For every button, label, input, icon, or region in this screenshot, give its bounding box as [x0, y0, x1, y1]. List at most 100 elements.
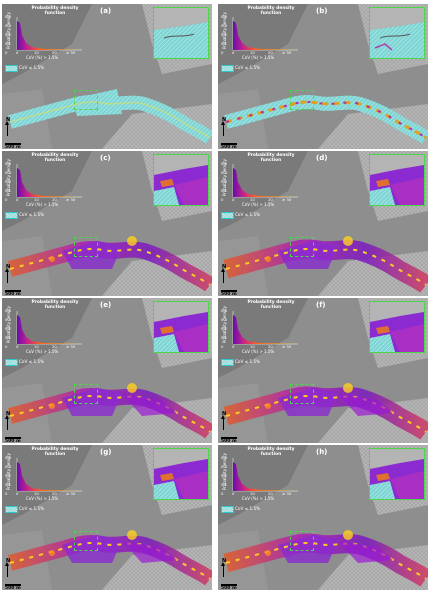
pdf-xtick: 0 — [232, 491, 235, 496]
map-panel: (g) Probability density function Probabili… — [2, 445, 212, 590]
pdf-xlabel: CoV (%) > 1.5% — [242, 496, 275, 501]
pdf-xtick: 10 — [34, 197, 39, 202]
pdf-xtick: ≥ 30 — [66, 344, 76, 349]
pdf-xtick: 10 — [250, 197, 255, 202]
scale-label: 500 m — [221, 292, 237, 296]
scale-label: 500 m — [5, 586, 21, 590]
pdf-xtick: 10 — [250, 491, 255, 496]
pdf-xtick: 10 — [34, 491, 39, 496]
pdf-curve — [232, 458, 298, 492]
zoom-region-marker — [74, 90, 98, 110]
pdf-xtick: ≥ 30 — [282, 491, 292, 496]
pdf-xtick: ≥ 30 — [282, 197, 292, 202]
map-panel: (f) Probability density function Probabili… — [218, 298, 428, 443]
north-label: N — [222, 411, 227, 417]
panel-label: (f) — [316, 301, 326, 309]
pdf-curve — [16, 311, 82, 345]
pdf-xtick: 0 — [16, 491, 19, 496]
pdf-title: Probability density function — [31, 447, 79, 457]
panel-label: (g) — [100, 448, 112, 456]
north-arrow-shaft — [7, 271, 8, 283]
pdf-ytick: 0.4 — [5, 455, 12, 460]
pdf-ytick: 0.1 — [5, 41, 12, 46]
legend-label: CoV ≤ 1.5% — [19, 505, 45, 511]
pdf-curve — [232, 311, 298, 345]
pdf-xtick: 10 — [250, 344, 255, 349]
pdf-ytick: 0.1 — [221, 188, 228, 193]
pdf-ytick: 0 — [5, 197, 8, 202]
north-arrow-icon — [5, 268, 9, 272]
hatch-swatch — [221, 359, 234, 366]
scale-label: 500 m — [221, 145, 237, 149]
pdf-xtick: 20 — [52, 344, 57, 349]
pdf-ytick: 0.3 — [5, 23, 12, 28]
pdf-ytick: 0.3 — [221, 464, 228, 469]
pdf-xtick: 0 — [16, 50, 19, 55]
hatch-swatch — [5, 506, 18, 513]
pdf-ytick: 0 — [5, 50, 8, 55]
pdf-ytick: 0.2 — [5, 473, 12, 478]
pdf-xtick: ≥ 30 — [282, 50, 292, 55]
scale-bar — [5, 437, 21, 439]
hatch-swatch — [221, 212, 234, 219]
north-arrow-shaft — [223, 271, 224, 283]
pdf-curve — [16, 458, 82, 492]
pdf-xtick: 0 — [16, 344, 19, 349]
pdf-ytick: 0.4 — [5, 14, 12, 19]
pdf-ytick: 0.1 — [221, 482, 228, 487]
pdf-xtick: ≥ 30 — [282, 344, 292, 349]
legend-label: CoV ≤ 1.5% — [19, 211, 45, 217]
pdf-xtick: 20 — [268, 491, 273, 496]
pdf-ytick: 0 — [221, 344, 224, 349]
zoom-region-marker — [290, 237, 314, 257]
north-label: N — [6, 264, 11, 270]
zoom-inset — [153, 301, 209, 353]
pdf-chart: Probability density function Probability … — [4, 447, 82, 501]
zoom-inset — [369, 7, 425, 59]
pdf-ytick: 0.3 — [5, 170, 12, 175]
pdf-ytick: 0.2 — [221, 32, 228, 37]
pdf-chart: Probability density function Probability … — [220, 447, 298, 501]
zoom-region-marker — [290, 384, 314, 404]
pdf-xlabel: CoV (%) > 1.5% — [26, 55, 59, 60]
panel-label: (c) — [100, 154, 111, 162]
scale-bar — [5, 143, 21, 145]
pdf-ytick: 0.2 — [221, 326, 228, 331]
pdf-xtick: 0 — [16, 197, 19, 202]
pdf-xtick: ≥ 30 — [66, 491, 76, 496]
north-arrow-icon — [221, 121, 225, 125]
pdf-ytick: 0 — [221, 50, 224, 55]
map-panel: (d) Probability density function Probabili… — [218, 151, 428, 296]
pdf-title: Probability density function — [247, 300, 295, 310]
pdf-ytick: 0.4 — [221, 455, 228, 460]
pdf-xtick: 10 — [250, 50, 255, 55]
pdf-ytick: 0.4 — [5, 161, 12, 166]
pdf-title: Probability density function — [31, 300, 79, 310]
scale-bar — [221, 584, 237, 586]
legend-label: CoV ≤ 1.5% — [19, 358, 45, 364]
north-label: N — [6, 117, 11, 123]
pdf-ytick: 0.3 — [5, 317, 12, 322]
panel-label: (e) — [100, 301, 112, 309]
pdf-ytick: 0.1 — [5, 335, 12, 340]
north-arrow-icon — [221, 415, 225, 419]
pdf-xtick: ≥ 30 — [66, 197, 76, 202]
pdf-chart: Probability density function Probability … — [4, 153, 82, 207]
pdf-xtick: 0 — [232, 50, 235, 55]
north-arrow-shaft — [223, 565, 224, 577]
pdf-xtick: 20 — [52, 50, 57, 55]
map-panel: (h) Probability density function Probabili… — [218, 445, 428, 590]
scale-label: 500 m — [5, 145, 21, 149]
north-label: N — [6, 411, 11, 417]
pdf-xtick: 10 — [34, 344, 39, 349]
zoom-inset — [369, 448, 425, 500]
map-panel: (c) Probability density function Probabili… — [2, 151, 212, 296]
pdf-ytick: 0.3 — [221, 23, 228, 28]
pdf-ytick: 0.3 — [221, 170, 228, 175]
scale-bar — [221, 290, 237, 292]
panel-label: (d) — [316, 154, 328, 162]
north-label: N — [222, 558, 227, 564]
pdf-xlabel: CoV (%) > 1.5% — [26, 202, 59, 207]
pdf-ytick: 0.2 — [221, 473, 228, 478]
panel-label: (h) — [316, 448, 328, 456]
